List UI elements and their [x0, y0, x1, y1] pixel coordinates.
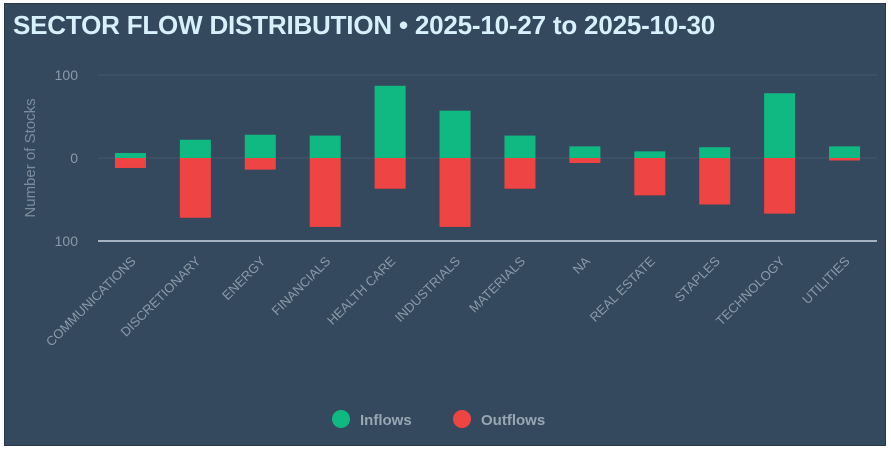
bar-inflows — [244, 134, 276, 158]
x-tick-label: REAL ESTATE — [587, 253, 658, 324]
bar-inflows — [634, 151, 666, 158]
bar-outflows — [764, 158, 796, 214]
chart-title: SECTOR FLOW DISTRIBUTION • 2025-10-27 to… — [13, 10, 716, 40]
bar-inflows — [764, 93, 796, 158]
y-tick-label: 100 — [55, 233, 79, 249]
bar-inflows — [114, 153, 146, 158]
bar-inflows — [309, 135, 341, 158]
bar-inflows — [374, 85, 406, 158]
x-tick-label: HEALTH CARE — [324, 253, 399, 328]
bar-inflows — [439, 110, 471, 158]
bar-outflows — [439, 158, 471, 227]
y-tick-label: 100 — [55, 67, 79, 83]
x-tick-label: ENERGY — [219, 253, 269, 303]
x-tick-label: INDUSTRIALS — [392, 253, 464, 325]
bar-inflows — [699, 147, 731, 158]
y-tick-label: 0 — [70, 150, 78, 166]
bar-outflows — [374, 158, 406, 189]
bar-outflows — [829, 158, 861, 161]
bar-outflows — [569, 158, 601, 163]
bar-inflows — [179, 139, 211, 158]
legend-label-inflows: Inflows — [360, 412, 412, 429]
bar-inflows — [504, 135, 536, 158]
x-tick-label: FINANCIALS — [269, 253, 334, 318]
bar-outflows — [244, 158, 276, 170]
bar-outflows — [504, 158, 536, 189]
x-tick-label: MATERIALS — [466, 253, 528, 315]
bar-outflows — [634, 158, 666, 196]
bar-outflows — [699, 158, 731, 205]
legend-marker-outflows — [453, 410, 471, 428]
x-tick-label: NA — [570, 253, 594, 277]
y-axis-label: Number of Stocks — [22, 98, 39, 217]
bar-outflows — [309, 158, 341, 227]
bar-inflows — [569, 146, 601, 158]
bar-outflows — [179, 158, 211, 218]
x-tick-label: STAPLES — [672, 253, 724, 305]
legend-marker-inflows — [332, 410, 350, 428]
legend-label-outflows: Outflows — [481, 412, 545, 429]
chart-panel: SECTOR FLOW DISTRIBUTION • 2025-10-27 to… — [4, 3, 886, 446]
x-tick-label: UTILITIES — [799, 253, 853, 307]
bar-outflows — [114, 158, 146, 168]
bar-inflows — [829, 146, 861, 158]
x-tick-label: TECHNOLOGY — [713, 253, 788, 328]
